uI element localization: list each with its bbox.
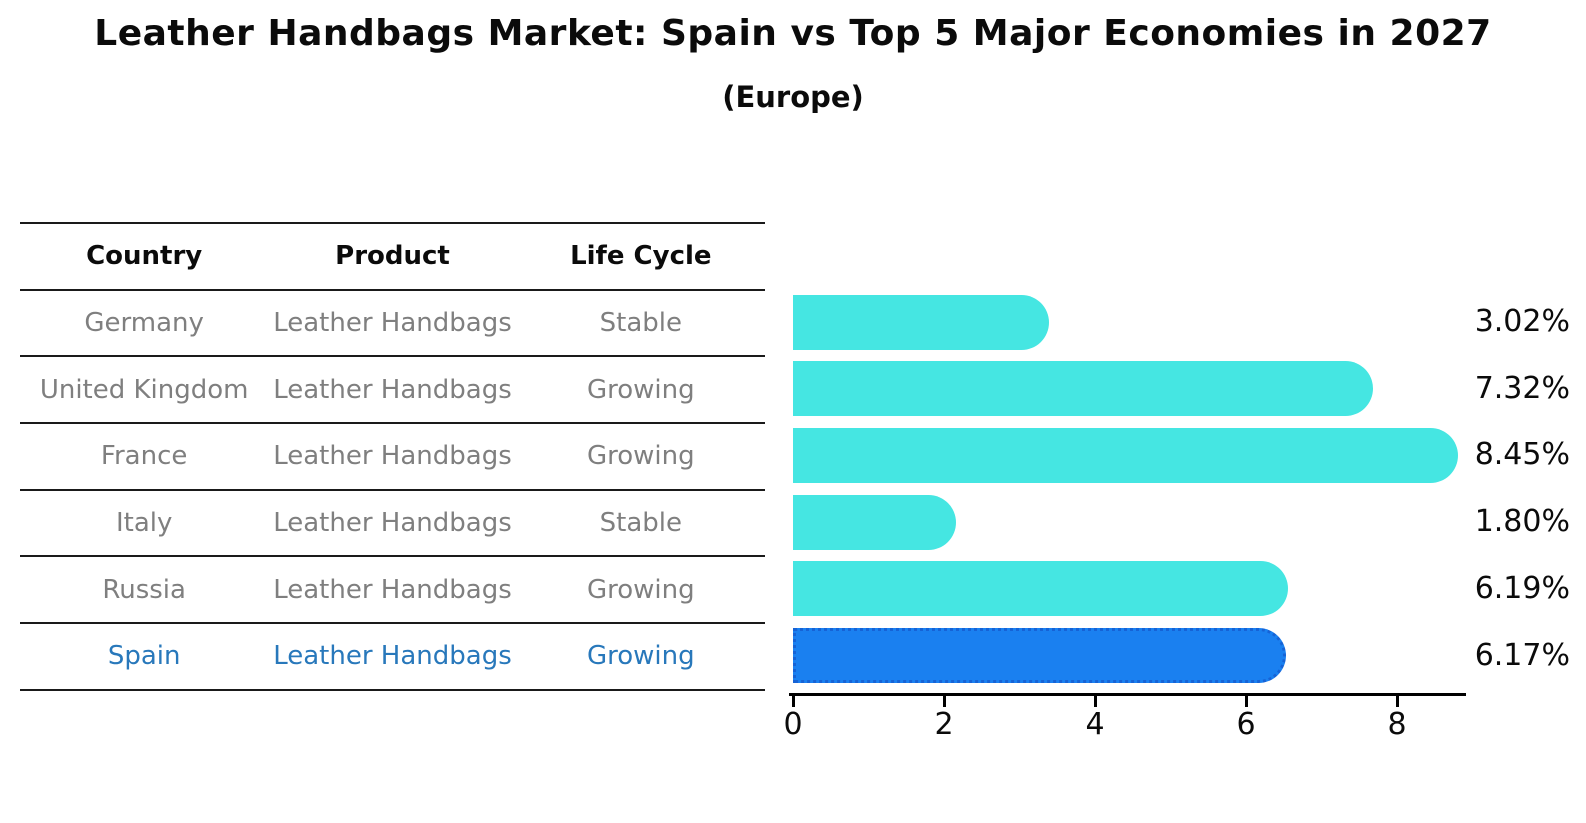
table-row: Spain Leather Handbags Growing	[20, 624, 765, 691]
cell-country: United Kingdom	[39, 374, 249, 405]
value-label-germany: 3.02%	[1474, 304, 1570, 340]
cell-life-cycle: Growing	[586, 441, 695, 472]
cell-product: Leather Handbags	[273, 441, 512, 472]
table-header-row: Country Product Life Cycle	[20, 224, 765, 291]
cell-product: Leather Handbags	[273, 574, 512, 605]
cell-product: Leather Handbags	[273, 374, 512, 405]
value-label-france: 8.45%	[1474, 437, 1570, 473]
table-row: United Kingdom Leather Handbags Growing	[20, 357, 765, 425]
table-row: France Leather Handbags Growing	[20, 424, 765, 491]
col-header-product: Product	[335, 241, 450, 272]
bar-spain	[793, 628, 1287, 684]
cell-country: Spain	[107, 641, 181, 672]
cell-life-cycle: Stable	[599, 508, 682, 539]
x-tick-mark	[1395, 695, 1399, 707]
bar-italy	[793, 494, 957, 550]
cell-life-cycle: Growing	[586, 641, 695, 672]
x-tick-mark	[1093, 695, 1097, 707]
col-header-life-cycle: Life Cycle	[570, 241, 712, 272]
bar-united-kingdom	[793, 361, 1374, 417]
cell-country: Italy	[115, 508, 173, 539]
cell-product: Leather Handbags	[273, 508, 512, 539]
x-tick-label: 8	[1387, 707, 1407, 742]
x-tick-mark	[791, 695, 795, 707]
x-tick-label: 2	[934, 707, 954, 742]
bar-france	[793, 427, 1459, 483]
cell-life-cycle: Stable	[599, 308, 682, 339]
x-tick-label: 0	[783, 707, 803, 742]
cell-life-cycle: Growing	[586, 374, 695, 405]
chart-subtitle: (Europe)	[722, 80, 864, 114]
x-tick-mark	[942, 695, 946, 707]
cell-country: France	[100, 441, 188, 472]
bar-russia	[793, 561, 1288, 617]
cell-country: Germany	[84, 308, 204, 339]
cell-product: Leather Handbags	[273, 308, 512, 339]
chart-title: Leather Handbags Market: Spain vs Top 5 …	[94, 13, 1492, 54]
x-tick-label: 6	[1236, 707, 1256, 742]
x-tick-label: 4	[1085, 707, 1105, 742]
table-row: Russia Leather Handbags Growing	[20, 557, 765, 625]
col-header-country: Country	[86, 241, 203, 272]
value-label-spain: 6.17%	[1474, 637, 1570, 673]
table-row: Italy Leather Handbags Stable	[20, 491, 765, 558]
value-label-russia: 6.19%	[1474, 570, 1570, 606]
x-axis-line	[789, 693, 1466, 696]
value-label-italy: 1.80%	[1474, 504, 1570, 540]
bar-germany	[793, 294, 1049, 350]
value-label-united-kingdom: 7.32%	[1474, 370, 1570, 406]
cell-life-cycle: Growing	[586, 574, 695, 605]
cell-country: Russia	[102, 574, 186, 605]
x-tick-mark	[1244, 695, 1248, 707]
table-row: Germany Leather Handbags Stable	[20, 291, 765, 358]
country-table: Country Product Life Cycle Germany Leather H…	[20, 222, 765, 691]
cell-product: Leather Handbags	[273, 641, 512, 672]
